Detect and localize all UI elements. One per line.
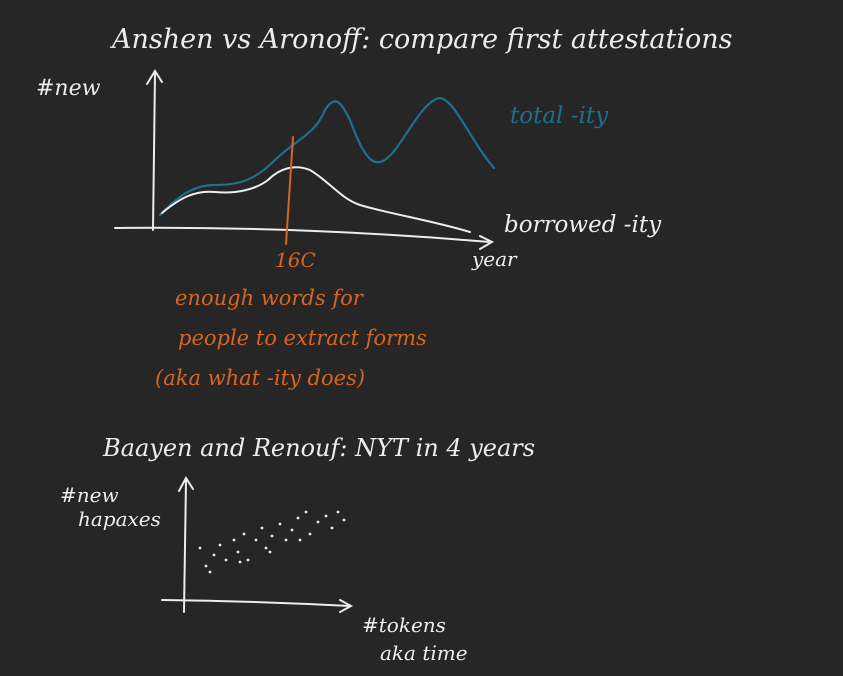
- hapax-dot: [198, 546, 202, 550]
- hapax-dot: [238, 560, 242, 564]
- hapax-dot: [304, 510, 308, 514]
- hapax-dot: [284, 538, 288, 542]
- hapax-dot: [324, 514, 328, 518]
- hapax-dot: [212, 553, 216, 557]
- borrowed-ity-curve: [161, 166, 471, 233]
- hapax-dot: [268, 550, 272, 554]
- bottom-y-axis-label-line-2: hapaxes: [78, 507, 161, 531]
- top-y-axis-label: #new: [36, 76, 101, 101]
- hapax-scatter: [198, 510, 346, 574]
- bottom-y-axis: [178, 476, 194, 613]
- hapax-dot: [336, 510, 340, 514]
- hapax-dot: [218, 543, 222, 547]
- bottom-x-axis-label-line-2: aka time: [380, 641, 468, 665]
- annotation-line-3: (aka what -ity does): [155, 366, 365, 390]
- bottom-x-axis-label-line-1: #tokens: [362, 613, 446, 637]
- bottom-x-axis: [161, 599, 354, 613]
- sixteenth-century-marker: [285, 136, 294, 245]
- hapax-dot: [296, 516, 300, 520]
- hapax-dot: [290, 528, 294, 532]
- hapax-dot: [254, 538, 258, 542]
- hapax-dot: [236, 550, 240, 554]
- hapax-dot: [246, 558, 250, 562]
- hapax-dot: [278, 522, 282, 526]
- hapax-dot: [308, 532, 312, 536]
- hapax-dot: [242, 532, 246, 536]
- annotation-line-2: people to extract forms: [178, 326, 427, 350]
- hapax-dot: [204, 564, 208, 568]
- hapax-dot: [330, 526, 334, 530]
- hapax-dot: [342, 518, 346, 522]
- hapax-dot: [260, 526, 264, 530]
- marker-tick-label: 16C: [275, 248, 316, 272]
- hapax-dot: [316, 520, 320, 524]
- series-label-total-ity: total -ity: [510, 103, 609, 129]
- top-sketch-title: Anshen vs Aronoff: compare first attesta…: [109, 24, 733, 55]
- annotation-line-1: enough words for: [175, 286, 365, 310]
- hapax-dot: [208, 570, 212, 574]
- hapax-dot: [298, 538, 302, 542]
- bottom-sketch: Baayen and Renouf: NYT in 4 years #new h…: [60, 434, 535, 665]
- series-label-borrowed-ity: borrowed -ity: [504, 212, 662, 238]
- total-ity-curve: [158, 96, 496, 217]
- top-x-axis-label: year: [471, 247, 518, 271]
- bottom-sketch-title: Baayen and Renouf: NYT in 4 years: [102, 434, 535, 462]
- hapax-dot: [270, 534, 274, 538]
- top-y-axis: [146, 69, 163, 231]
- top-x-axis: [114, 226, 495, 250]
- top-sketch: Anshen vs Aronoff: compare first attesta…: [36, 24, 733, 390]
- hapax-dot: [224, 558, 228, 562]
- bottom-y-axis-label-line-1: #new: [60, 483, 119, 507]
- hapax-dot: [264, 546, 268, 550]
- hapax-dot: [232, 538, 236, 542]
